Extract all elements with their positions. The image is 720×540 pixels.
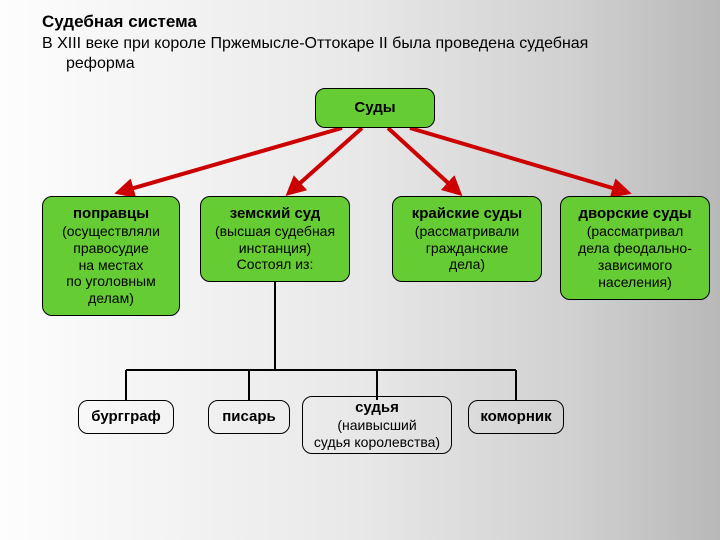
komornik-label: коморник	[480, 408, 551, 426]
popravtsy-d1: (осуществляли	[62, 223, 160, 240]
node-zemsky: земский суд (высшая судебная инстанция) …	[200, 196, 350, 282]
kraisky-d1: (рассматривали	[415, 223, 519, 240]
node-popravtsy: поправцы (осуществляли правосудие на мес…	[42, 196, 180, 316]
popravtsy-d2: правосудие	[73, 240, 149, 257]
subtitle-line2: реформа	[66, 55, 135, 72]
node-komornik: коморник	[468, 400, 564, 434]
zemsky-head: земский суд	[230, 205, 321, 223]
sudya-l2: (наивысший	[337, 417, 416, 434]
dvorsky-d3: зависимого	[598, 257, 672, 274]
node-root: Суды	[315, 88, 435, 128]
burggraf-label: бургграф	[91, 408, 161, 426]
dvorsky-d2: дела феодально-	[578, 240, 692, 257]
popravtsy-head: поправцы	[73, 205, 149, 223]
zemsky-d1: (высшая судебная	[215, 223, 335, 240]
popravtsy-d4: по уголовным	[66, 273, 156, 290]
node-dvorsky: дворские суды (рассматривал дела феодаль…	[560, 196, 710, 300]
popravtsy-d3: на местах	[79, 257, 144, 274]
zemsky-d3: Состоял из:	[237, 256, 314, 273]
zemsky-d2: инстанция)	[239, 240, 311, 257]
page-subtitle: В XIII веке при короле Пржемысле-Оттокар…	[42, 34, 682, 74]
sudya-l3: судья королевства)	[314, 434, 440, 451]
node-pisar: писарь	[208, 400, 290, 434]
kraisky-d3: дела)	[449, 256, 485, 273]
subtitle-line1: В XIII веке при короле Пржемысле-Оттокар…	[42, 35, 588, 52]
dvorsky-d1: (рассматривал	[587, 223, 684, 240]
popravtsy-d5: делам)	[88, 290, 134, 307]
root-label: Суды	[354, 99, 395, 117]
page-title: Судебная система	[42, 12, 197, 32]
sudya-l1: судья	[355, 399, 399, 417]
pisar-label: писарь	[222, 408, 276, 426]
dvorsky-d4: населения)	[598, 274, 672, 291]
kraisky-d2: гражданские	[426, 240, 508, 257]
kraisky-head: крайские суды	[412, 205, 522, 223]
dvorsky-head: дворские суды	[578, 205, 691, 223]
node-kraisky: крайские суды (рассматривали гражданские…	[392, 196, 542, 282]
node-sudya: судья (наивысший судья королевства)	[302, 396, 452, 454]
node-burggraf: бургграф	[78, 400, 174, 434]
